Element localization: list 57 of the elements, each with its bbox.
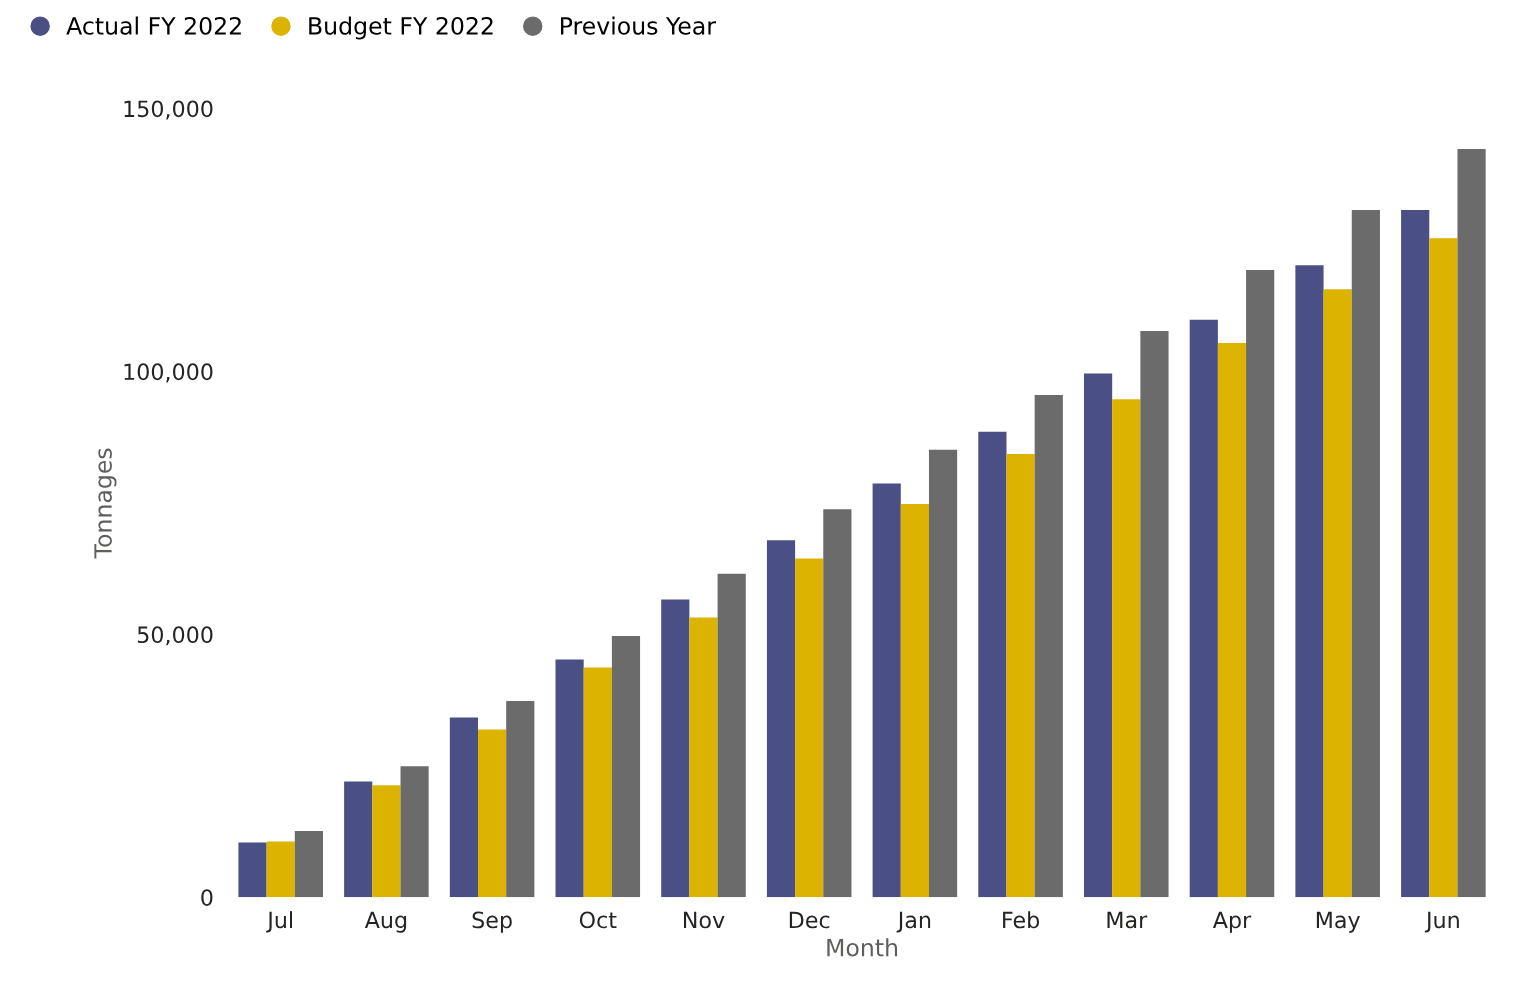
bar — [1189, 319, 1218, 898]
bar — [1401, 209, 1430, 898]
bar — [555, 659, 584, 898]
bar — [1217, 343, 1247, 898]
bar — [294, 831, 323, 898]
bar — [717, 573, 746, 898]
bar — [1429, 238, 1458, 898]
bar — [1084, 373, 1113, 898]
x-tick-label: May — [1316, 911, 1360, 933]
bar — [478, 729, 507, 898]
bar — [1034, 395, 1063, 898]
x-tick-label: Oct — [579, 911, 617, 929]
bar — [689, 617, 718, 898]
bar — [1006, 453, 1035, 898]
bar — [400, 766, 429, 898]
bar — [1351, 209, 1380, 898]
x-tick-label: Aug — [364, 911, 407, 933]
y-tick-label: 50,000 — [137, 626, 213, 646]
bar — [1140, 330, 1169, 898]
bar — [872, 483, 901, 898]
bar — [266, 841, 295, 898]
x-tick-label: Feb — [1003, 911, 1040, 929]
x-tick-label: Sep — [472, 911, 512, 933]
y-axis-title: Tonnages — [94, 448, 117, 559]
bar — [372, 785, 401, 898]
x-tick-label: Nov — [683, 911, 725, 929]
bar — [1323, 289, 1352, 898]
bar — [1112, 399, 1141, 898]
x-tick-label: Dec — [789, 911, 830, 929]
legend-label: Previous Year — [561, 16, 716, 35]
bar — [978, 431, 1007, 898]
x-tick-label: Jun — [1424, 911, 1459, 933]
bar — [1295, 265, 1324, 898]
bar — [506, 701, 535, 898]
x-tick-label: Jan — [896, 911, 931, 933]
x-tick-label: Jul — [266, 911, 293, 933]
x-tick-label: Mar — [1107, 911, 1148, 929]
y-tick-label: 100,000 — [124, 363, 213, 383]
bar — [928, 449, 958, 898]
legend-label: Actual FY 2022 — [66, 16, 241, 35]
x-tick-label: Apr — [1212, 911, 1252, 933]
y-tick-label: 150,000 — [124, 100, 213, 120]
bar — [795, 558, 824, 898]
bar — [611, 635, 641, 898]
bar — [583, 667, 612, 898]
y-tick-label: 0 — [201, 889, 213, 907]
bar — [344, 781, 373, 898]
bar — [449, 717, 478, 898]
bar — [766, 540, 796, 898]
bar — [1457, 148, 1486, 898]
x-axis-title: Month — [827, 938, 898, 957]
bar — [900, 503, 929, 898]
legend-label: Budget FY 2022 — [309, 16, 493, 40]
bar — [238, 842, 267, 898]
bar — [661, 599, 690, 898]
bar — [823, 509, 852, 898]
bar — [1246, 269, 1275, 898]
